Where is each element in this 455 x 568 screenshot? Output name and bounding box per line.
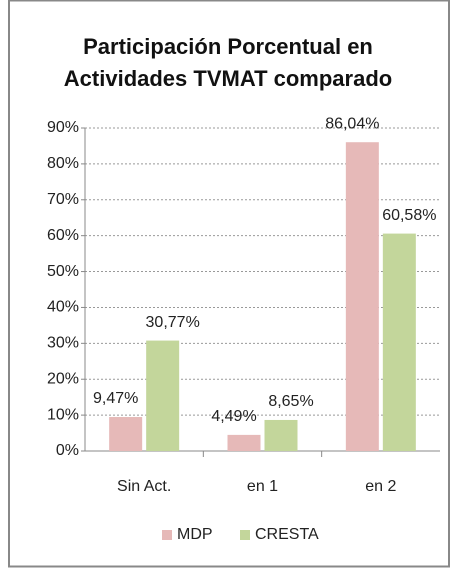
y-tick-label: 20%: [47, 370, 79, 387]
legend-label: MDP: [177, 526, 213, 543]
y-tick-label: 30%: [47, 335, 79, 352]
y-tick-label: 70%: [47, 191, 79, 208]
y-tick-label: 50%: [47, 263, 79, 280]
value-label: 86,04%: [325, 115, 379, 132]
x-tick-label: Sin Act.: [117, 478, 171, 495]
value-label: 9,47%: [93, 390, 138, 407]
value-label: 4,49%: [211, 408, 256, 425]
chart-title: Participación Porcentual en: [83, 34, 373, 59]
y-tick-label: 80%: [47, 155, 79, 172]
value-label: 30,77%: [146, 314, 200, 331]
y-tick-label: 10%: [47, 406, 79, 423]
y-tick-label: 40%: [47, 299, 79, 316]
legend-swatch: [162, 530, 172, 540]
legend-label: CRESTA: [255, 526, 319, 543]
bar: [227, 434, 261, 451]
bar: [264, 419, 298, 451]
bar: [345, 142, 379, 451]
bar: [382, 233, 416, 451]
bar: [146, 340, 180, 451]
value-label: 8,65%: [268, 393, 313, 410]
bar: [109, 417, 143, 451]
x-tick-label: en 2: [365, 478, 396, 495]
x-tick-label: en 1: [247, 478, 278, 495]
chart-title: Actividades TVMAT comparado: [64, 66, 392, 91]
y-tick-label: 90%: [47, 119, 79, 136]
legend-swatch: [240, 530, 250, 540]
y-tick-label: 60%: [47, 227, 79, 244]
value-label: 60,58%: [382, 207, 436, 224]
y-tick-label: 0%: [56, 442, 79, 459]
